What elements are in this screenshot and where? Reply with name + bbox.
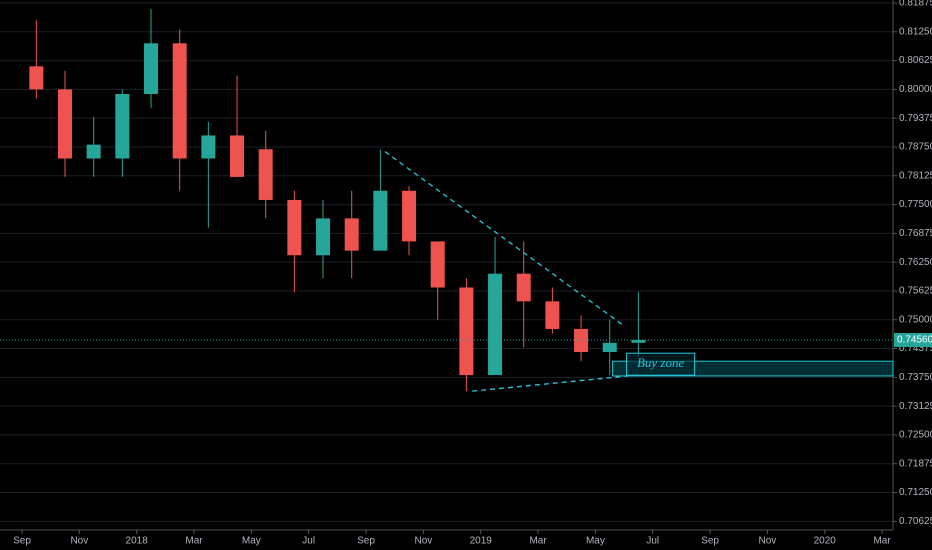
x-tick-label: 2020	[814, 536, 837, 547]
candle-body	[545, 301, 560, 329]
y-tick-label: 0.73125	[899, 401, 932, 412]
candle-body	[201, 135, 216, 159]
x-tick-label: Sep	[701, 536, 719, 547]
x-tick-label: Jul	[302, 536, 315, 547]
candle-body	[459, 287, 474, 376]
x-tick-label: Nov	[70, 536, 88, 547]
y-tick-label: 0.78125	[899, 170, 932, 181]
y-tick-label: 0.76875	[899, 228, 932, 239]
y-tick-label: 0.70625	[899, 516, 932, 527]
buy-zone-label-box	[626, 352, 696, 376]
y-tick-label: 0.81250	[899, 26, 932, 37]
trendline	[384, 151, 623, 325]
x-tick-label: 2019	[470, 536, 493, 547]
trendline	[472, 375, 629, 392]
x-tick-label: Sep	[357, 536, 375, 547]
x-tick-label: Mar	[873, 536, 891, 547]
x-tick-label: May	[586, 536, 605, 547]
x-tick-label: May	[242, 536, 261, 547]
candle-body	[631, 340, 646, 343]
y-tick-label: 0.80625	[899, 55, 932, 66]
y-tick-label: 0.79375	[899, 113, 932, 124]
x-tick-label: Mar	[185, 536, 203, 547]
y-tick-label: 0.74375	[899, 343, 932, 354]
candle-body	[574, 328, 589, 352]
candle-body	[58, 89, 73, 159]
y-tick-label: 0.78750	[899, 142, 932, 153]
y-tick-label: 0.71250	[899, 487, 932, 498]
y-tick-label: 0.77500	[899, 199, 932, 210]
x-tick-label: Sep	[13, 536, 31, 547]
candle-body	[430, 241, 445, 288]
candle-body	[144, 43, 159, 94]
candle-body	[316, 218, 331, 256]
candle-body	[516, 273, 531, 302]
candle-body	[86, 144, 101, 159]
x-tick-label: 2018	[126, 536, 149, 547]
candle-body	[258, 149, 273, 200]
y-tick-label: 0.76250	[899, 257, 932, 268]
candle-body	[602, 342, 617, 352]
y-tick-label: 0.75625	[899, 286, 932, 297]
candle-body	[172, 43, 187, 159]
candle-body	[29, 66, 44, 90]
candle-body	[230, 135, 245, 177]
y-tick-label: 0.80000	[899, 84, 932, 95]
x-tick-label: Jul	[646, 536, 659, 547]
last-price-label: 0.74560	[897, 335, 932, 346]
candle-body	[488, 273, 503, 376]
last-price-box	[894, 333, 932, 348]
y-tick-label: 0.71875	[899, 458, 932, 469]
y-tick-label: 0.81875	[899, 0, 932, 9]
y-tick-label: 0.73750	[899, 372, 932, 383]
candle-body	[344, 218, 359, 251]
buy-zone-label: Buy zone	[637, 355, 685, 370]
candle-body	[373, 190, 388, 251]
candle-body	[287, 199, 302, 256]
candle-body	[402, 190, 417, 242]
x-tick-label: Nov	[414, 536, 432, 547]
x-tick-label: Mar	[529, 536, 547, 547]
x-tick-label: Nov	[759, 536, 777, 547]
y-tick-label: 0.75000	[899, 314, 932, 325]
y-tick-label: 0.72500	[899, 430, 932, 441]
candle-body	[115, 93, 130, 159]
